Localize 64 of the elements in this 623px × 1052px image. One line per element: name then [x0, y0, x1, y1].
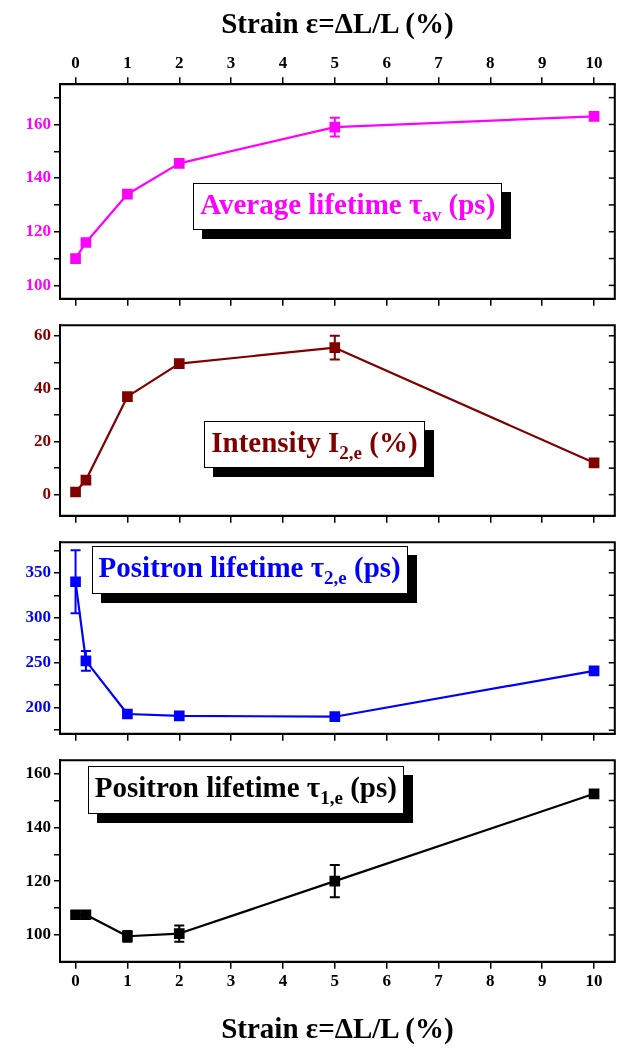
- x2-tick-label: 8: [486, 53, 495, 73]
- x-tick-label: 4: [278, 971, 288, 991]
- point: [588, 111, 600, 122]
- point: [329, 711, 341, 723]
- point: [329, 342, 341, 354]
- x2-tick-label: 5: [330, 53, 340, 73]
- point: [122, 188, 133, 200]
- point: [588, 457, 600, 469]
- text: Intensity I$_{2,e}$ (%): [204, 420, 425, 468]
- point: [329, 875, 341, 887]
- point: [122, 391, 133, 403]
- point: [173, 157, 185, 169]
- y-tick-label: 120: [25, 221, 51, 241]
- y-tick-label: 350: [25, 562, 51, 582]
- point: [70, 486, 81, 498]
- point: [80, 474, 92, 486]
- point: [80, 237, 92, 248]
- point: [70, 909, 81, 921]
- point: [70, 576, 81, 588]
- x2-tick-label: 3: [226, 53, 236, 73]
- x2-tick-label: 4: [278, 53, 288, 73]
- x-tick-label: 2: [175, 971, 184, 991]
- x2-tick-label: 2: [175, 53, 184, 73]
- point: [173, 358, 185, 369]
- x-tick-label: 10: [585, 971, 603, 991]
- x2-tick-label: 0: [71, 53, 80, 73]
- text: Average lifetime τ$_{av}$ (ps): [193, 182, 503, 231]
- y-tick-label: 300: [25, 607, 51, 627]
- x-tick-label: 8: [486, 971, 495, 991]
- point: [173, 710, 185, 722]
- y-tick-label: 160: [25, 763, 51, 783]
- y-tick-label: 160: [25, 113, 51, 133]
- y-tick-label: 60: [34, 325, 51, 345]
- x2-axis-title: Strain ε=ΔL/L (%): [221, 6, 454, 40]
- y-tick-label: 140: [25, 167, 51, 187]
- y-tick-label: 0: [42, 484, 51, 504]
- text: Positron lifetime τ$_{1,e}$ (ps): [87, 766, 404, 814]
- x2-tick-label: 6: [382, 53, 391, 73]
- x-tick-label: 6: [382, 971, 391, 991]
- x2-tick-label: 9: [537, 53, 547, 73]
- y-tick-label: 250: [25, 652, 51, 672]
- x2-tick-label: 1: [123, 53, 132, 73]
- x-tick-label: 3: [226, 971, 236, 991]
- x-axis-title: Strain ε=ΔL/L (%): [221, 1012, 454, 1046]
- y-tick-label: 20: [34, 431, 51, 451]
- x-tick-label: 1: [123, 971, 132, 991]
- x-tick-label: 0: [71, 971, 80, 991]
- x2-tick-label: 7: [434, 53, 444, 73]
- y-tick-label: 100: [25, 274, 51, 294]
- y-tick-label: 200: [25, 697, 51, 717]
- point: [122, 708, 133, 720]
- point: [70, 253, 81, 264]
- x2-tick-label: 10: [585, 53, 603, 73]
- y-tick-label: 100: [25, 924, 51, 944]
- x-tick-label: 5: [330, 971, 340, 991]
- chart-title: Positron lifetime τ$_{2,e}$ (ps): [91, 546, 408, 594]
- y-tick-label: 40: [34, 378, 51, 398]
- y-tick-label: 120: [25, 870, 51, 890]
- point: [588, 665, 600, 677]
- x-tick-label: 7: [434, 971, 444, 991]
- y-tick-label: 140: [25, 816, 51, 836]
- point: [588, 788, 600, 800]
- point: [80, 909, 92, 921]
- x-tick-label: 9: [537, 971, 547, 991]
